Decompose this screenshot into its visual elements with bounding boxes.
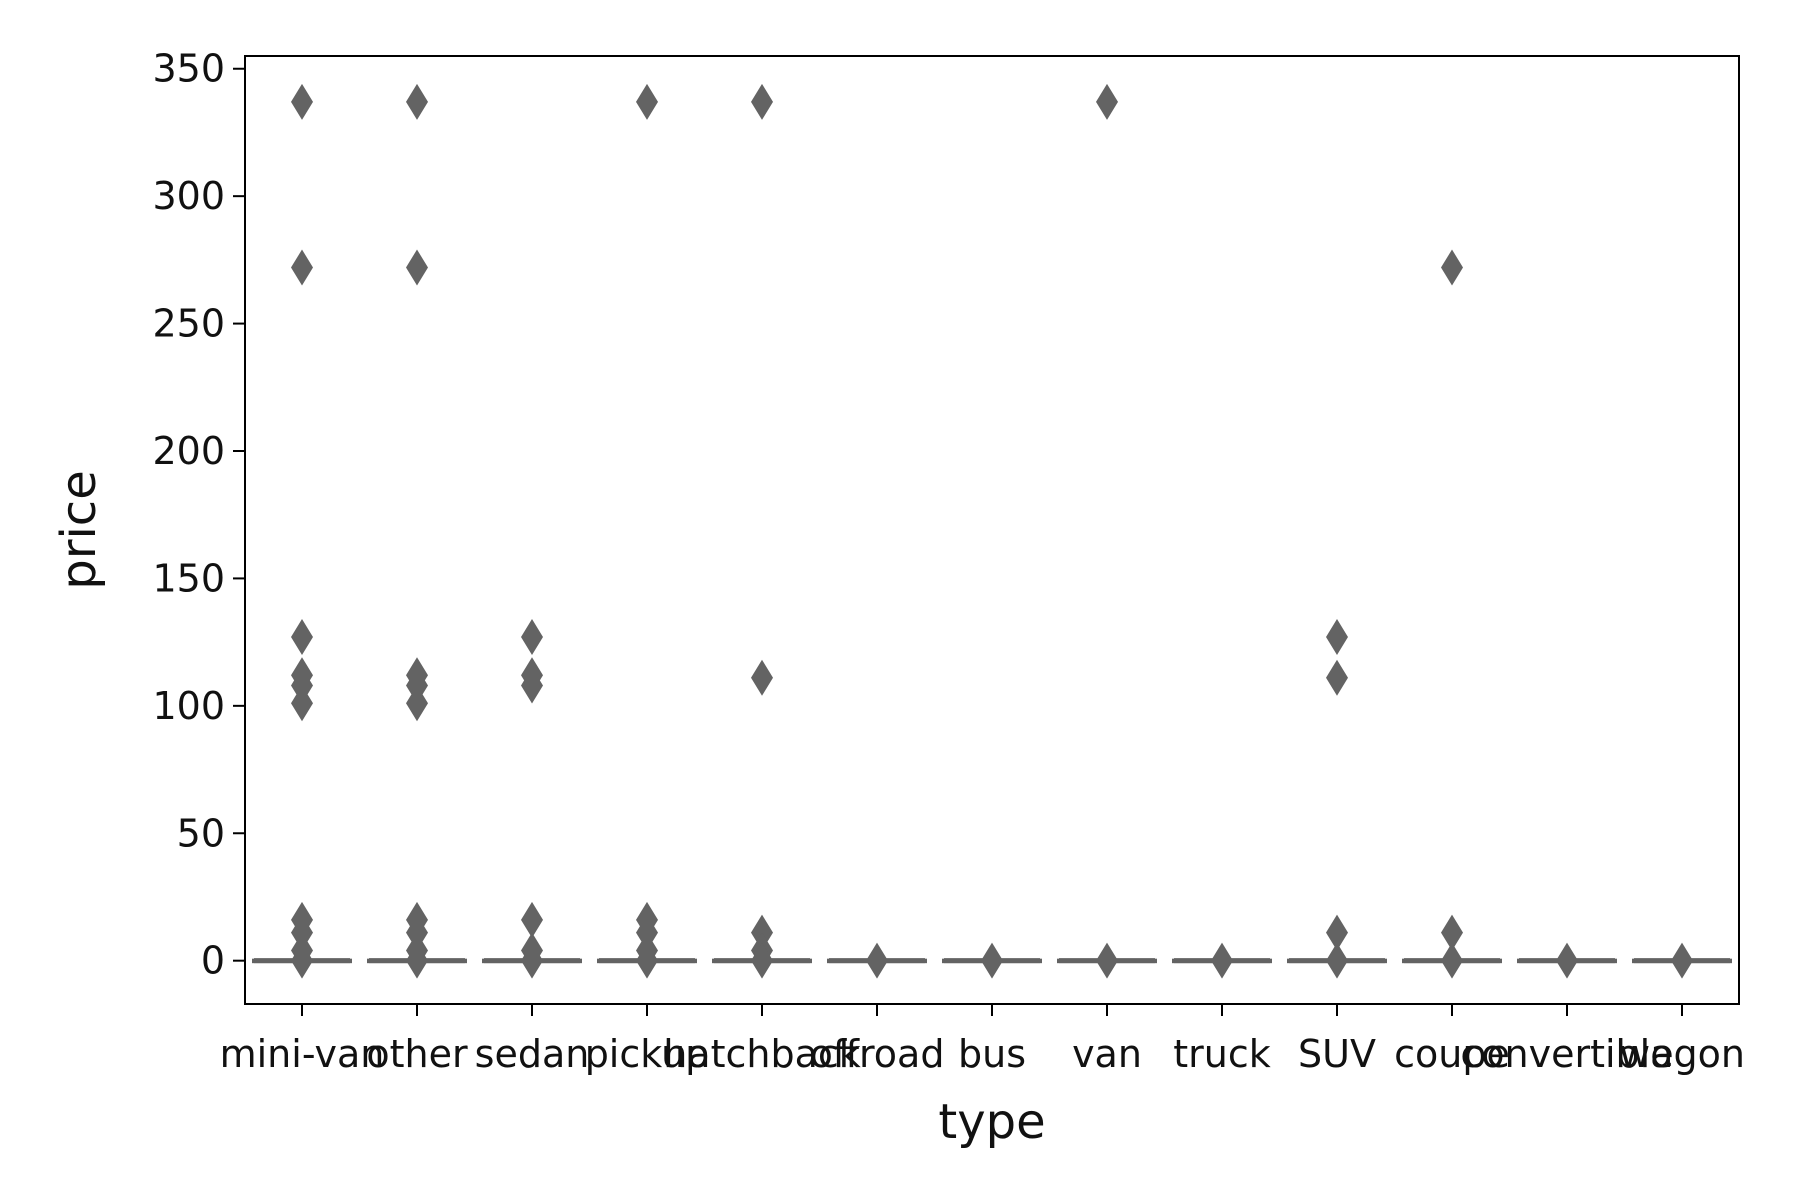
outlier-point xyxy=(1096,83,1118,120)
y-axis-title: price xyxy=(51,470,107,589)
outlier-point xyxy=(291,942,313,979)
y-tick-label: 0 xyxy=(201,939,225,983)
outlier-point xyxy=(751,659,773,696)
x-tick-label: other xyxy=(366,1032,468,1076)
outlier-point xyxy=(751,942,773,979)
x-tick-label: mini-van xyxy=(220,1032,385,1076)
y-tick-label: 250 xyxy=(152,302,225,346)
outlier-point xyxy=(636,942,658,979)
outlier-point xyxy=(981,942,1003,979)
outlier-point xyxy=(866,942,888,979)
y-tick-label: 100 xyxy=(152,684,225,728)
x-tick-label: wagon xyxy=(1619,1032,1745,1076)
y-tick-label: 150 xyxy=(152,556,225,600)
x-tick-label: truck xyxy=(1173,1032,1271,1076)
outlier-point xyxy=(1556,942,1578,979)
x-tick-label: van xyxy=(1072,1032,1142,1076)
x-tick-label: convertible xyxy=(1460,1032,1673,1076)
x-tick-label: bus xyxy=(958,1032,1026,1076)
outlier-point xyxy=(406,83,428,120)
outlier-point xyxy=(751,83,773,120)
outlier-point xyxy=(1096,942,1118,979)
outlier-point xyxy=(1671,942,1693,979)
x-tick-label: sedan xyxy=(475,1032,590,1076)
y-tick-label: 200 xyxy=(152,429,225,473)
outlier-point xyxy=(291,619,313,656)
outlier-point xyxy=(521,619,543,656)
x-tick-label: coupe xyxy=(1394,1032,1510,1076)
x-tick-label: hatchback xyxy=(663,1032,861,1076)
outlier-point xyxy=(291,83,313,120)
outlier-series xyxy=(291,83,1693,979)
outlier-point xyxy=(1441,249,1463,286)
outlier-point xyxy=(1441,914,1463,951)
outlier-point xyxy=(291,685,313,722)
y-axis: 0 50 100 150 200 250 300 350 xyxy=(152,47,245,983)
outlier-point xyxy=(521,667,543,704)
outlier-point xyxy=(1326,914,1348,951)
outlier-point xyxy=(1441,942,1463,979)
y-tick-label: 300 xyxy=(152,174,225,218)
outlier-point xyxy=(521,901,543,938)
outlier-point xyxy=(521,942,543,979)
y-tick-label: 50 xyxy=(177,811,225,855)
x-tick-label: pickup xyxy=(585,1032,710,1076)
x-axis-title: type xyxy=(938,1094,1045,1150)
outlier-point xyxy=(1326,942,1348,979)
outlier-point xyxy=(1326,619,1348,656)
x-tick-label: SUV xyxy=(1298,1032,1376,1076)
outlier-point xyxy=(291,249,313,286)
x-tick-label: offroad xyxy=(810,1032,945,1076)
outlier-point xyxy=(406,249,428,286)
outlier-point xyxy=(406,942,428,979)
outlier-point xyxy=(636,83,658,120)
outlier-point xyxy=(1211,942,1233,979)
outlier-point xyxy=(406,685,428,722)
outlier-point xyxy=(1326,659,1348,696)
y-tick-label: 350 xyxy=(152,47,225,91)
